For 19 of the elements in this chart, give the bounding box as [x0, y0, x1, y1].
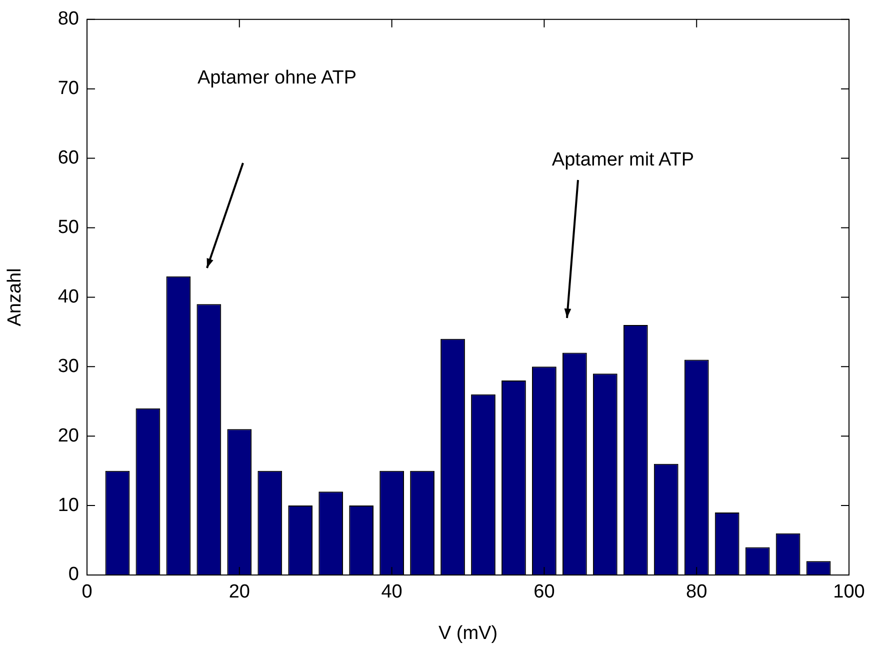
y-tick-label: 60: [58, 148, 79, 169]
x-axis-title: V (mV): [438, 622, 498, 644]
x-tick-label: 20: [228, 582, 250, 603]
y-tick-label: 20: [58, 425, 79, 446]
y-tick-label: 10: [58, 494, 79, 516]
y-tick-label: 0: [68, 564, 79, 586]
x-tick-label: 60: [534, 582, 555, 603]
x-tick-label: 0: [82, 582, 92, 603]
annotation: Aptamer mit ATP: [552, 150, 694, 171]
y-tick-label: 50: [58, 216, 79, 238]
y-tick-label: 40: [58, 286, 79, 308]
x-tick-label: 40: [381, 582, 402, 603]
annotation: Aptamer ohne ATP: [197, 68, 357, 89]
y-tick-label: 70: [58, 78, 79, 100]
y-tick-label: 80: [58, 8, 79, 30]
x-tick-label: 80: [686, 582, 708, 603]
x-tick-label: 100: [833, 582, 865, 603]
y-tick-label: 30: [58, 356, 79, 377]
y-axis-title: Anzahl: [4, 268, 26, 326]
